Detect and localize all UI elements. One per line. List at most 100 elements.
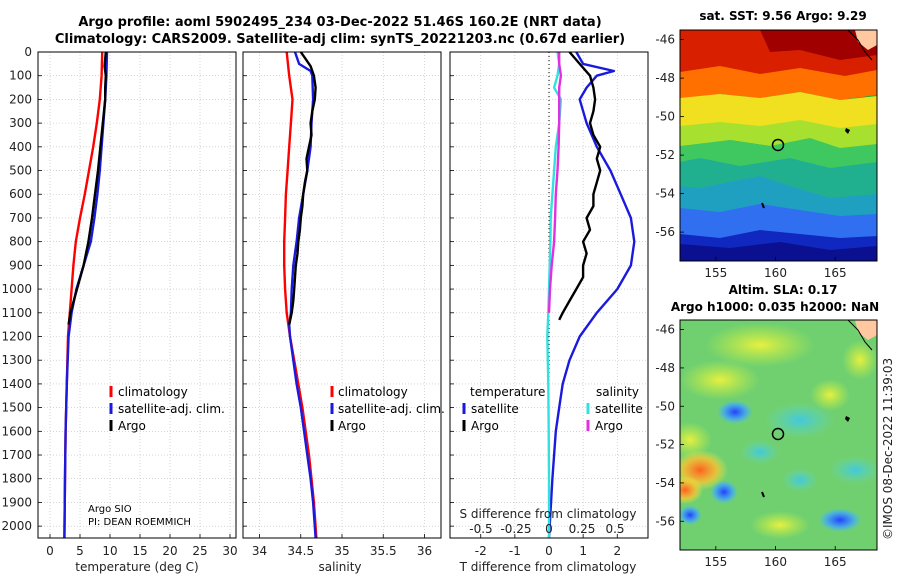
sla-map-axes: 155 160 165 -46 -48 -50 -52 -54 -56	[655, 323, 846, 569]
map-y-tick-label: -52	[655, 438, 675, 452]
temperature-legend: climatology satellite-adj. clim. Argo	[109, 385, 225, 433]
x-tick-label: 20	[162, 544, 177, 558]
y-tick-label: 400	[9, 140, 32, 154]
sst-map-axes: 155 160 165 -46 -48 -50 -52 -54 -56	[655, 33, 846, 280]
x-tick-label: -1	[509, 544, 521, 558]
legend-label-satellite: satellite-adj. clim.	[118, 402, 225, 416]
map-y-tick-label: -46	[655, 33, 675, 47]
map-x-tick-label: 160	[764, 266, 787, 280]
x-tick-label: 0	[545, 544, 553, 558]
plot-frame	[242, 51, 442, 539]
figure-title-line2: Climatology: CARS2009. Satellite-adj cli…	[54, 32, 626, 47]
x-tick-label: 1	[579, 544, 587, 558]
float-operator-label: Argo SIO	[88, 504, 132, 515]
y-tick-label: 1900	[1, 495, 32, 509]
x-tick-label: 34	[252, 544, 267, 558]
sal-diff-tick-2: -0.25	[500, 522, 531, 536]
x-tick-label: 0	[46, 544, 54, 558]
y-tick-label: 1700	[1, 448, 32, 462]
x-tick-label: 5	[76, 544, 84, 558]
x-tick-label: 36	[417, 544, 432, 558]
map-y-tick-label: -56	[655, 225, 675, 239]
series-line-satellite-adj-clim-	[288, 51, 317, 539]
sst-map: 155 160 165 -46 -48 -50 -52 -54 -56	[655, 29, 878, 280]
x-tick-label: 15	[132, 544, 147, 558]
map-x-tick-label: 155	[704, 266, 727, 280]
map-x-tick-label: 160	[764, 555, 787, 569]
y-tick-label: 300	[9, 116, 32, 130]
sal-diff-tick-5: 0.5	[605, 522, 624, 536]
y-tick-label: 1400	[1, 377, 32, 391]
sla-map-title-line1: Altim. SLA: 0.17	[728, 283, 838, 297]
series-line-temperature-argo	[558, 51, 602, 321]
legend-label-t-argo: Argo	[471, 419, 499, 433]
temperature-panel: 0100200300400500600700800900100011001200…	[1, 45, 237, 558]
plot-frame	[37, 51, 237, 539]
salinity-xlabel: salinity	[318, 560, 361, 574]
x-tick-label: 34.5	[287, 544, 314, 558]
sla-argo-position-marker	[771, 427, 785, 441]
map-y-tick-label: -50	[655, 110, 675, 124]
float-pi-label: PI: DEAN ROEMMICH	[88, 517, 191, 528]
map-y-tick-label: -48	[655, 361, 675, 375]
sst-map-title: sat. SST: 9.56 Argo: 9.29	[699, 9, 867, 23]
y-tick-label: 900	[9, 258, 32, 272]
legend-label-t-satellite: satellite	[471, 402, 519, 416]
series-line-argo	[288, 51, 317, 325]
y-tick-label: 100	[9, 69, 32, 83]
y-tick-label: 2000	[1, 519, 32, 533]
sla-map: 155 160 165 -46 -48 -50 -52 -54 -56	[655, 319, 878, 569]
map-y-tick-label: -48	[655, 71, 675, 85]
y-tick-label: 1000	[1, 282, 32, 296]
y-tick-label: 1300	[1, 353, 32, 367]
map-x-tick-label: 165	[824, 555, 847, 569]
y-tick-label: 1600	[1, 424, 32, 438]
sla-map-frame	[679, 319, 878, 551]
legend-label-s-argo: Argo	[595, 419, 623, 433]
map-y-tick-label: -50	[655, 399, 675, 413]
x-tick-label: 2	[613, 544, 621, 558]
map-y-tick-label: -56	[655, 514, 675, 528]
y-tick-label: 600	[9, 187, 32, 201]
y-tick-label: 1800	[1, 472, 32, 486]
y-tick-label: 200	[9, 92, 32, 106]
sal-diff-tick-3: 0	[545, 522, 553, 536]
y-tick-label: 800	[9, 235, 32, 249]
series-line-salinity-argo	[547, 52, 563, 313]
temperature-xlabel: temperature (deg C)	[75, 560, 198, 574]
map-y-tick-label: -52	[655, 148, 675, 162]
legend-header-salinity: salinity	[596, 385, 639, 399]
map-y-tick-label: -54	[655, 187, 675, 201]
legend-label-s-satellite: satellite	[595, 402, 643, 416]
difference-legend: temperature salinity satellite Argo sate…	[462, 385, 643, 433]
x-tick-label: 35	[334, 544, 349, 558]
legend-label-argo: Argo	[338, 419, 366, 433]
y-tick-label: 700	[9, 211, 32, 225]
s-difference-xlabel: S difference from climatology	[460, 507, 637, 521]
map-y-tick-label: -46	[655, 323, 675, 337]
y-tick-label: 1500	[1, 401, 32, 415]
sst-argo-position-marker	[771, 138, 785, 152]
y-tick-label: 1100	[1, 306, 32, 320]
sal-diff-tick-4: 0.25	[569, 522, 596, 536]
x-tick-label: 25	[192, 544, 207, 558]
salinity-legend: climatology satellite-adj. clim. Argo	[330, 385, 445, 433]
salinity-diff-ticks: -0.5 -0.25 0 0.25 0.5	[469, 522, 624, 536]
plot-background	[38, 52, 236, 538]
legend-header-temperature: temperature	[470, 385, 545, 399]
sla-map-title-line2: Argo h1000: 0.035 h2000: NaN	[670, 300, 880, 314]
copyright-label: ©IMOS 08-Dec-2022 11:39:03	[881, 358, 895, 540]
map-x-tick-label: 155	[704, 555, 727, 569]
y-tick-label: 500	[9, 164, 32, 178]
difference-panel: -2 -1 0 1 2	[449, 51, 649, 558]
x-tick-label: 35.5	[370, 544, 397, 558]
y-tick-label: 0	[24, 45, 32, 59]
legend-label-satellite: satellite-adj. clim.	[338, 402, 445, 416]
figure-title-line1: Argo profile: aoml 5902495_234 03-Dec-20…	[78, 15, 602, 30]
t-difference-xlabel: T difference from climatology	[459, 560, 637, 574]
x-tick-label: 30	[222, 544, 237, 558]
x-tick-label: -2	[475, 544, 487, 558]
map-x-tick-label: 165	[824, 266, 847, 280]
legend-label-climatology: climatology	[118, 385, 188, 399]
